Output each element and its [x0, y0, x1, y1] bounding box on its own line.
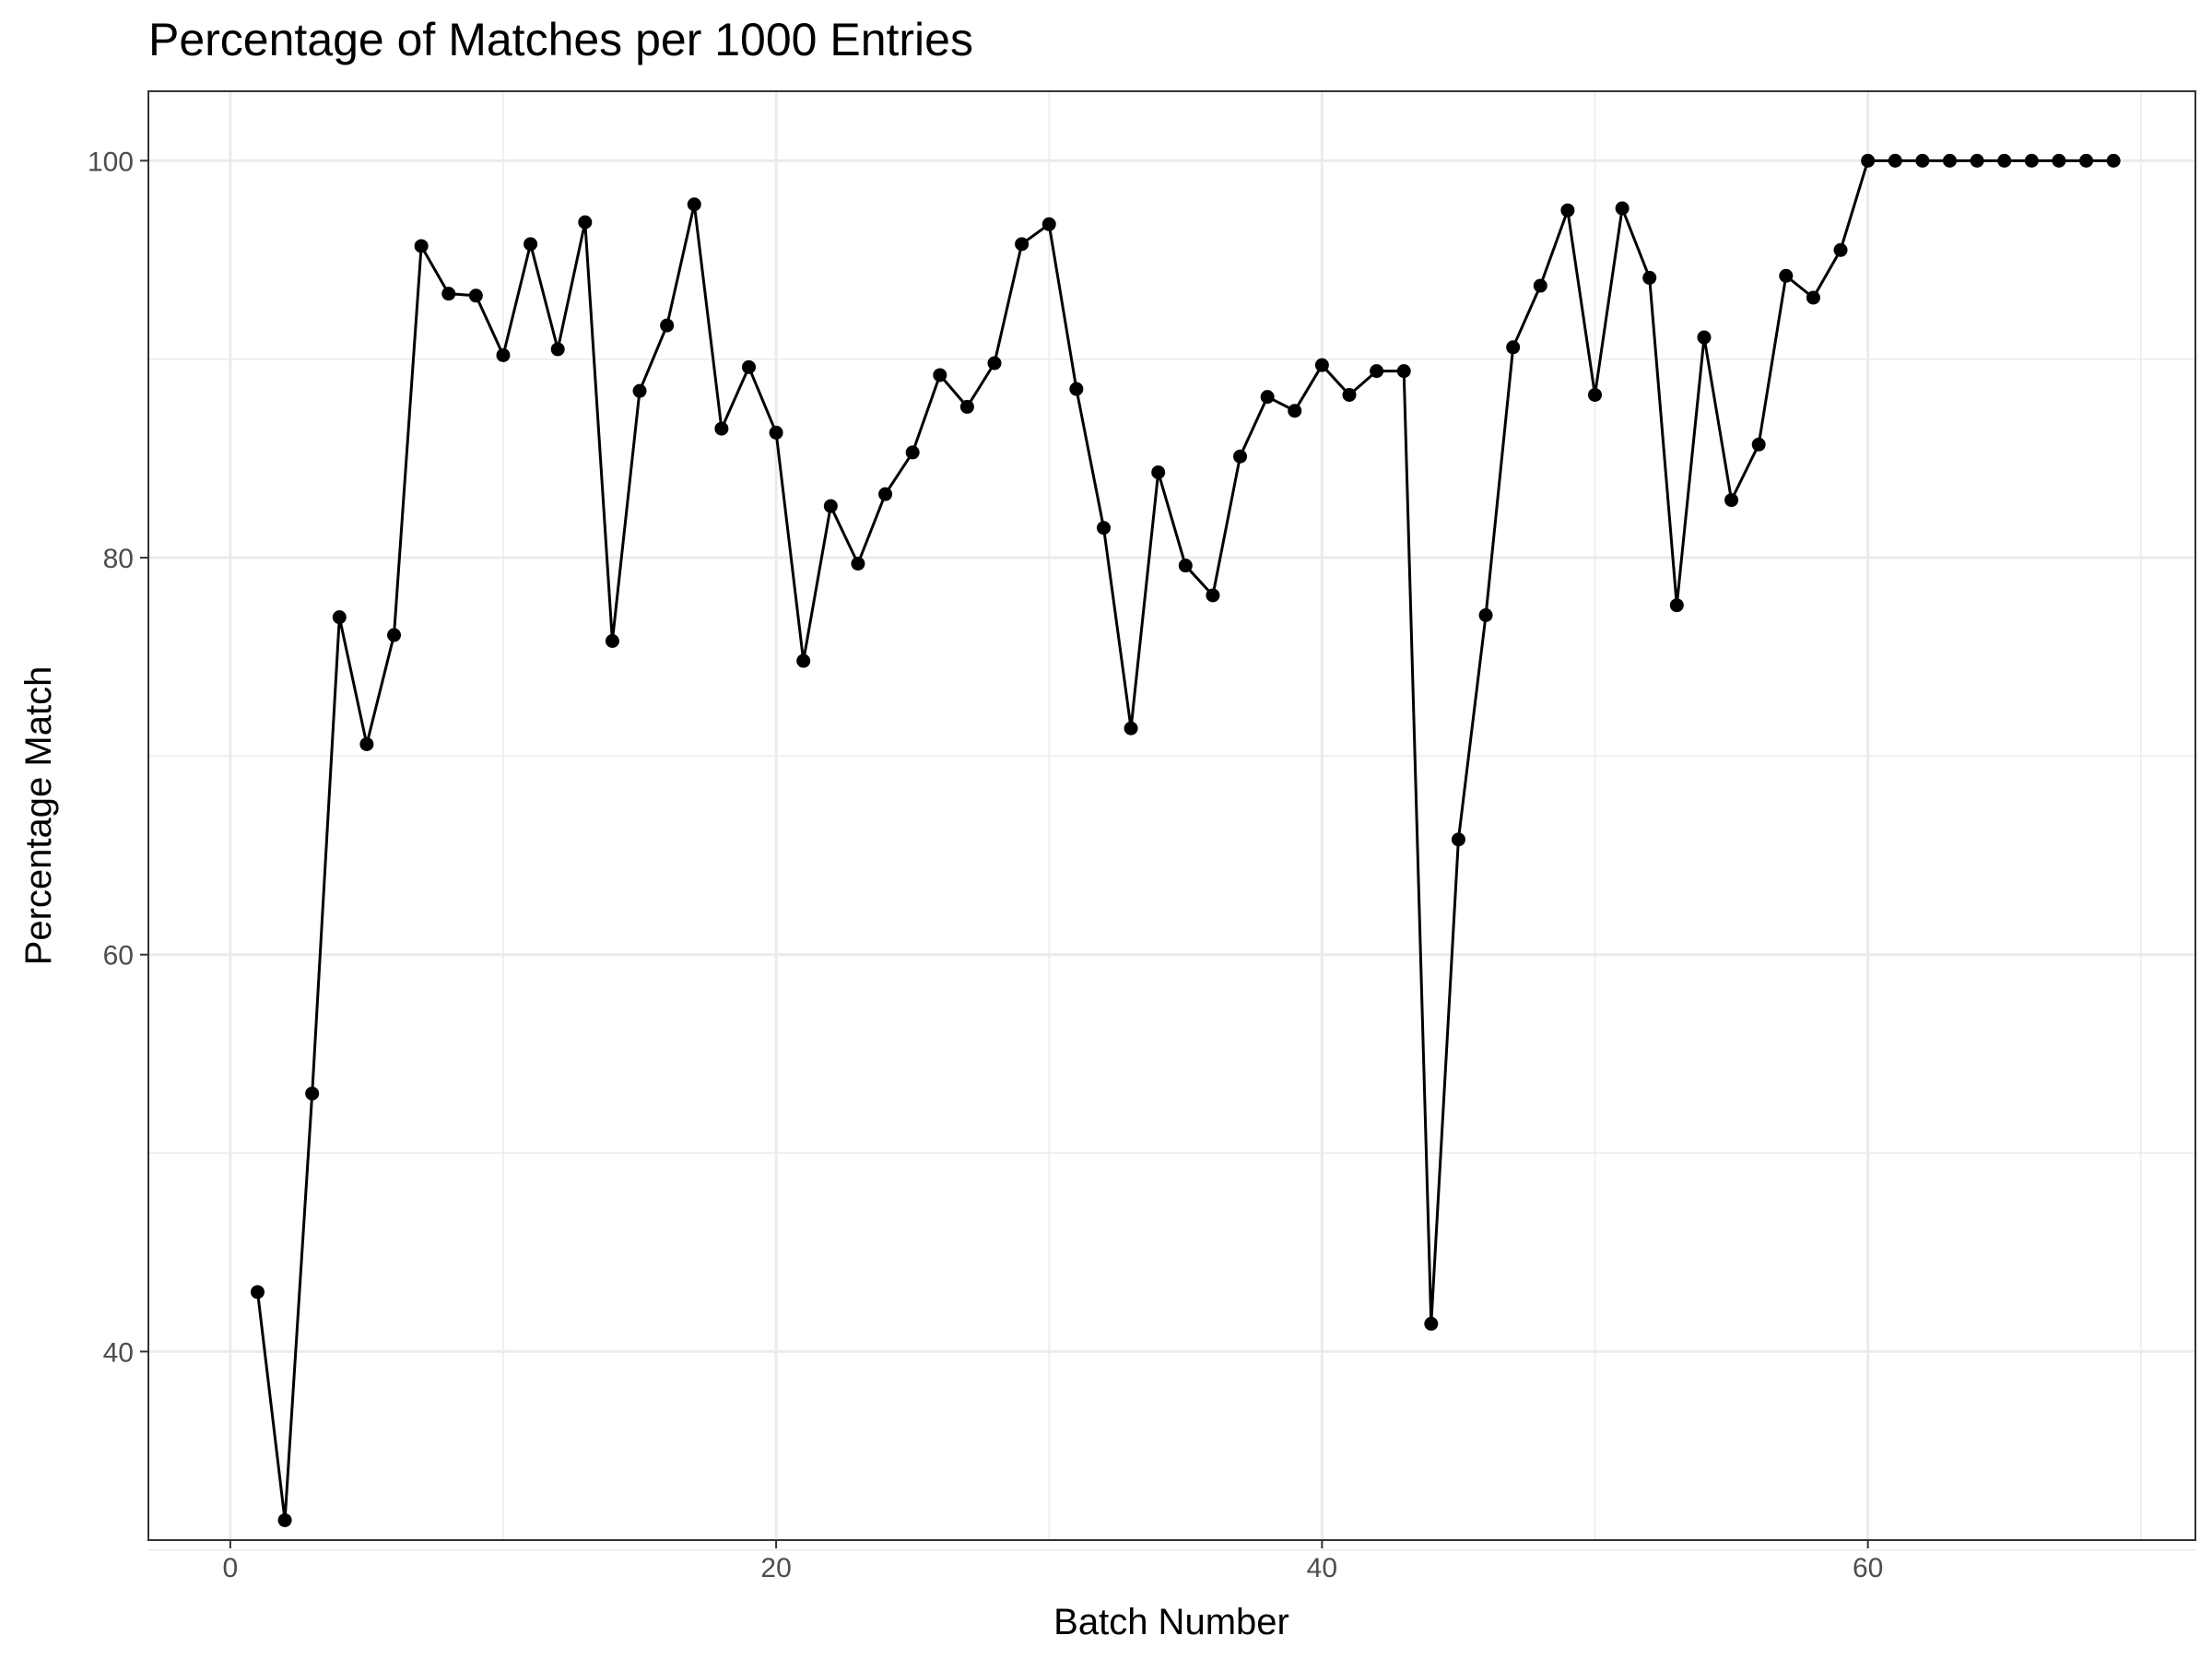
plot-background [148, 91, 2195, 1540]
data-point [1069, 382, 1084, 396]
data-point [905, 445, 920, 460]
x-tick-label: 60 [1853, 1553, 1883, 1583]
data-point [1041, 217, 1056, 231]
major-gridlines [148, 91, 2195, 1540]
series-line-group [250, 153, 2121, 1527]
data-point [1806, 290, 1820, 305]
x-tick-label: 40 [1307, 1553, 1337, 1583]
data-point [1970, 153, 1984, 168]
data-point [714, 421, 729, 436]
data-point [987, 356, 1002, 371]
data-point [1888, 153, 1902, 168]
x-tick-label: 20 [760, 1553, 791, 1583]
data-point [468, 288, 483, 303]
data-point [741, 359, 756, 374]
data-point [1233, 449, 1248, 464]
data-point [1424, 1316, 1439, 1331]
data-point [1533, 278, 1547, 293]
data-point [1342, 387, 1357, 402]
data-point [851, 557, 865, 571]
plot-panel-border [147, 90, 2196, 1541]
data-point [305, 1086, 320, 1100]
data-point [1833, 242, 1848, 257]
data-point [1506, 340, 1521, 355]
data-point [332, 610, 347, 625]
data-point [660, 318, 675, 333]
data-point [605, 633, 619, 648]
y-axis-title: Percentage Match [18, 666, 59, 966]
data-point [796, 653, 811, 668]
data-point [687, 197, 701, 212]
data-point [578, 215, 593, 229]
data-point [1588, 387, 1603, 402]
y-axis: 40 60 80 100 [88, 147, 148, 1368]
chart-title: Percentage of Matches per 1000 Entries [148, 14, 973, 65]
data-point [1779, 268, 1794, 283]
data-point [550, 342, 565, 357]
y-tick-label: 80 [103, 544, 134, 574]
data-point [1560, 203, 1575, 218]
data-point [277, 1512, 292, 1527]
data-point [2024, 153, 2039, 168]
data-point [524, 237, 538, 252]
data-point [1451, 832, 1465, 847]
data-point [2052, 153, 2066, 168]
data-point [1915, 153, 1930, 168]
data-point [1478, 608, 1493, 623]
data-point [1015, 237, 1030, 252]
data-point [1314, 358, 1329, 372]
data-point [1615, 201, 1630, 216]
data-point [769, 425, 783, 440]
data-point [359, 736, 374, 751]
x-axis-title: Batch Number [1053, 1602, 1289, 1642]
data-point [1642, 270, 1657, 285]
data-point [1751, 437, 1766, 452]
data-point [1396, 364, 1411, 379]
data-point [1151, 465, 1166, 479]
y-tick-label: 60 [103, 941, 134, 971]
data-point [250, 1285, 265, 1300]
data-point [878, 487, 893, 501]
data-point [1697, 330, 1712, 345]
data-point [496, 347, 511, 362]
data-point [632, 383, 647, 398]
data-point [2106, 153, 2121, 168]
data-point [1096, 521, 1111, 535]
y-tick-label: 100 [88, 147, 134, 177]
data-point [1260, 390, 1275, 405]
data-point [1124, 721, 1138, 735]
data-point [441, 287, 456, 301]
data-point [1724, 493, 1739, 508]
data-point [933, 368, 947, 382]
data-point [2079, 153, 2094, 168]
data-point [1288, 404, 1302, 418]
data-point [1178, 559, 1193, 573]
data-point [1206, 588, 1220, 603]
data-point [1861, 153, 1876, 168]
data-point [1942, 153, 1957, 168]
x-axis: 0 20 40 60 [222, 1540, 1883, 1583]
x-tick-label: 0 [222, 1553, 238, 1583]
y-tick-label: 40 [103, 1337, 134, 1368]
data-point [387, 628, 402, 642]
data-point [1669, 598, 1684, 613]
minor-gridlines [148, 91, 2195, 1551]
data-point [414, 239, 429, 253]
data-point [959, 399, 974, 414]
data-point [1997, 153, 2012, 168]
data-point [823, 499, 838, 513]
data-point [1370, 364, 1384, 379]
